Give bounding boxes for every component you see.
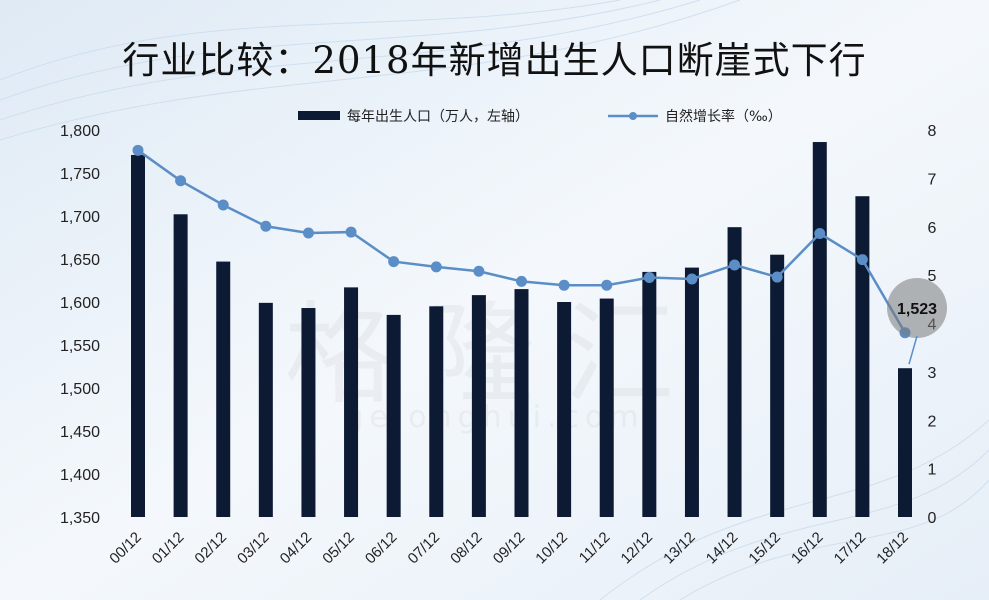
bar (727, 227, 742, 517)
right-tick-label: 5 (928, 268, 937, 285)
legend-line-label: 自然增长率（‰） (665, 108, 782, 125)
line-point (643, 272, 655, 284)
line-point (814, 228, 826, 240)
left-tick-label: 1,450 (60, 424, 100, 441)
line-series (132, 144, 911, 339)
right-tick-label: 7 (928, 171, 937, 188)
line-point (388, 256, 400, 268)
left-tick-label: 1,800 (60, 123, 100, 140)
right-tick-label: 0 (928, 510, 937, 527)
line-point (175, 175, 187, 187)
bar (770, 254, 785, 517)
right-tick-label: 6 (928, 220, 937, 237)
bar (386, 314, 401, 517)
x-tick-label: 02/12 (191, 529, 230, 568)
legend: 每年出生人口（万人，左轴） 自然增长率（‰） (298, 108, 782, 125)
line-point (430, 261, 442, 273)
bar (258, 302, 273, 517)
x-tick-label: 10/12 (532, 529, 571, 568)
left-tick-label: 1,750 (60, 166, 100, 183)
x-tick-label: 06/12 (362, 529, 401, 568)
x-tick-label: 04/12 (277, 529, 316, 568)
left-tick-label: 1,400 (60, 467, 100, 484)
x-tick-label: 12/12 (618, 529, 657, 568)
line-point (856, 254, 868, 266)
legend-bar-label: 每年出生人口（万人，左轴） (347, 109, 529, 125)
bar (216, 261, 231, 517)
bar (471, 295, 486, 517)
bar (514, 289, 529, 517)
left-axis: 1,350 1,400 1,450 1,500 1,550 1,600 1,650 1,700… (60, 123, 100, 527)
x-tick-label: 17/12 (831, 529, 870, 568)
x-tick-label: 07/12 (405, 529, 444, 568)
bar (642, 271, 657, 517)
bar (131, 154, 145, 517)
x-axis: 00/12 01/12 02/12 03/12 04/12 05/12 06/12 07/12… (106, 529, 912, 568)
right-tick-label: 3 (928, 365, 937, 382)
x-tick-label: 11/12 (576, 529, 614, 567)
left-tick-label: 1,700 (60, 209, 100, 226)
line-point (217, 199, 229, 211)
line-point (601, 279, 613, 291)
annotation: 1,523 (887, 278, 947, 365)
legend-line-marker (629, 112, 637, 120)
line-point (558, 279, 570, 291)
chart-title: 行业比较：2018年新增出生人口断崖式下行 (122, 39, 867, 82)
right-tick-label: 2 (928, 413, 937, 430)
line-point (516, 275, 527, 287)
line-point (302, 227, 314, 239)
left-tick-label: 1,550 (60, 338, 100, 355)
x-tick-label: 18/12 (873, 529, 912, 568)
x-tick-label: 01/12 (149, 529, 188, 568)
bar (898, 368, 912, 517)
bar (557, 302, 572, 517)
annotation-leader (908, 335, 918, 365)
bar (599, 298, 614, 517)
x-tick-label: 15/12 (745, 529, 784, 568)
line-point (771, 271, 783, 283)
line-point (345, 226, 357, 238)
line-point (132, 144, 144, 156)
bar (301, 308, 316, 517)
annotation-label: 1,523 (897, 301, 937, 318)
line-point (729, 259, 741, 271)
x-tick-label: 09/12 (490, 529, 529, 568)
left-tick-label: 1,350 (60, 510, 100, 527)
line-point (260, 220, 272, 232)
legend-bar-swatch (298, 111, 340, 120)
bar (429, 306, 444, 517)
bar (344, 287, 359, 517)
x-tick-label: 13/12 (660, 529, 699, 568)
line-point (473, 265, 485, 277)
x-tick-label: 14/12 (703, 529, 742, 568)
right-tick-label: 1 (928, 462, 937, 479)
bar-series (131, 142, 912, 518)
x-tick-label: 03/12 (234, 529, 273, 568)
left-tick-label: 1,500 (60, 381, 100, 398)
x-tick-label: 00/12 (106, 529, 145, 568)
x-tick-label: 08/12 (447, 529, 486, 568)
left-tick-label: 1,600 (60, 295, 100, 312)
line-point (686, 273, 698, 285)
bar (684, 267, 699, 517)
bar (173, 214, 188, 517)
bar (855, 196, 870, 517)
x-tick-label: 16/12 (788, 529, 827, 568)
bar (812, 142, 827, 518)
x-tick-label: 05/12 (319, 529, 358, 568)
left-tick-label: 1,650 (60, 252, 100, 269)
right-tick-label: 8 (928, 123, 937, 140)
annotation-highlight (887, 278, 947, 338)
